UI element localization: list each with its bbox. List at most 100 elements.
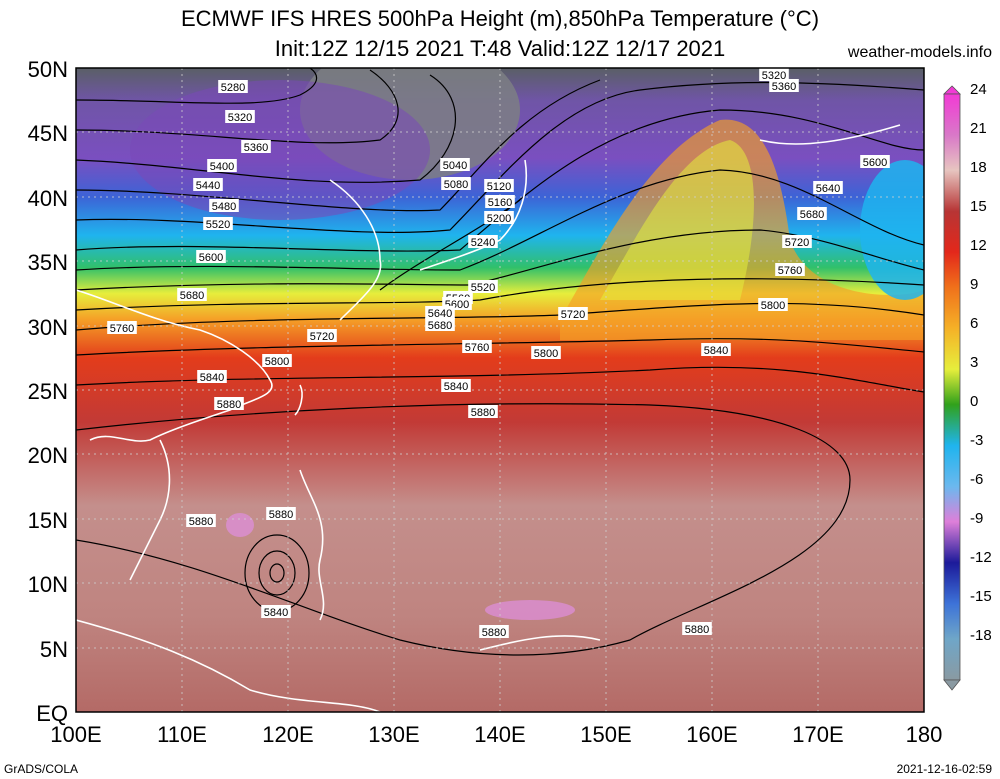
contour-label-bg	[531, 346, 561, 359]
contour-label-bg	[241, 140, 271, 153]
contour-label-bg	[558, 307, 588, 320]
contour-label-bg	[177, 288, 207, 301]
contour-label-bg	[209, 199, 239, 212]
contour-label-bg	[425, 318, 455, 331]
contour-label-bg	[462, 340, 492, 353]
colorbar-label: 0	[970, 393, 979, 410]
contour-label: 5720	[310, 331, 334, 343]
colorbar-label: -9	[970, 510, 984, 527]
lon-label-150e: 150E	[580, 722, 632, 747]
colorbar-label: -15	[970, 588, 992, 605]
contour-label-bg	[193, 178, 223, 191]
software-credit: GrADS/COLA	[4, 762, 79, 776]
contour-label: 5400	[210, 161, 234, 173]
contour-label: 5640	[816, 183, 840, 195]
contour-label: 5880	[482, 627, 506, 639]
lon-label-180: 180	[905, 722, 943, 747]
contour-label-bg	[441, 379, 471, 392]
contour-label: 5760	[778, 265, 802, 277]
contour-label: 5680	[180, 290, 204, 302]
contour-label-bg	[214, 397, 244, 410]
contour-label: 5760	[465, 342, 489, 354]
lon-label-110e: 110E	[157, 722, 207, 747]
contour-label-bg	[197, 370, 227, 383]
colorbar-label: 15	[970, 198, 987, 215]
lat-label-50n: 50N	[27, 57, 68, 82]
contour-label-bg	[484, 211, 514, 224]
contour-label-bg	[307, 329, 337, 342]
colorbar-label: -18	[970, 627, 992, 644]
contour-label: 5880	[471, 407, 495, 419]
contour-label-bg	[682, 622, 712, 635]
contour-label-bg	[218, 80, 248, 93]
contour-label: 5480	[212, 201, 236, 213]
contour-label: 5720	[561, 309, 585, 321]
contour-label: 5840	[264, 607, 288, 619]
lat-label-15n: 15N	[27, 508, 68, 533]
contour-label: 5360	[244, 142, 268, 154]
contour-label-bg	[186, 514, 216, 527]
contour-label-bg	[782, 235, 812, 248]
contour-label-bg	[196, 250, 226, 263]
contour-label-bg	[107, 321, 137, 334]
contour-label-bg	[484, 179, 514, 192]
contour-label-bg	[207, 159, 237, 172]
colorbar-label: 6	[970, 315, 979, 332]
contour-label-bg	[485, 195, 515, 208]
contour-label-bg	[479, 625, 509, 638]
contour-label-bg	[440, 158, 470, 171]
colorbar-label: 9	[970, 276, 979, 293]
contour-label: 5080	[444, 179, 468, 191]
contour-label: 5840	[200, 372, 224, 384]
lon-label-140e: 140E	[474, 722, 526, 747]
map-frame	[75, 67, 925, 713]
lat-label-40n: 40N	[27, 186, 68, 211]
render-timestamp: 2021-12-16-02:59	[896, 762, 992, 776]
colorbar-label: 12	[970, 237, 987, 254]
contour-label-bg	[813, 181, 843, 194]
lat-label-10n: 10N	[27, 572, 68, 597]
lon-label-120e: 120E	[262, 722, 314, 747]
contour-label-bg	[441, 177, 471, 190]
colorbar-label: -3	[970, 432, 984, 449]
contour-label-bg	[860, 155, 890, 168]
contour-label-bg	[425, 306, 455, 319]
lat-label-30n: 30N	[27, 315, 68, 340]
contour-label: 5520	[206, 219, 230, 231]
contour-label-bg	[203, 217, 233, 230]
contour-label: 5240	[471, 237, 495, 249]
contour-label: 5280	[221, 82, 245, 94]
contour-label: 5840	[444, 381, 468, 393]
lat-label-20n: 20N	[27, 443, 68, 468]
colorbar	[943, 85, 961, 691]
contour-label: 5880	[189, 516, 213, 528]
lon-label-170e: 170E	[792, 722, 844, 747]
lat-label-25n: 25N	[27, 379, 68, 404]
contour-label: 5360	[772, 81, 796, 93]
contour-label: 5880	[269, 509, 293, 521]
contour-label: 5160	[488, 197, 512, 209]
contour-label: 5680	[428, 320, 452, 332]
contour-label-bg	[468, 280, 498, 293]
contour-label: 5680	[800, 209, 824, 221]
contour-label-bg	[769, 79, 799, 92]
contour-label-bg	[225, 110, 255, 123]
map-title: ECMWF IFS HRES 500hPa Height (m),850hPa …	[180, 6, 820, 31]
lon-label-100e: 100E	[50, 722, 102, 747]
contour-label: 5800	[265, 356, 289, 368]
contour-label: 5880	[217, 399, 241, 411]
contour-label-bg	[468, 405, 498, 418]
site-credit[interactable]: weather-models.info	[847, 44, 992, 61]
lat-label-35n: 35N	[27, 250, 68, 275]
contour-label: 5880	[685, 624, 709, 636]
lat-label-eq: EQ	[36, 701, 68, 726]
contour-label: 5840	[704, 345, 728, 357]
contour-label: 5040	[443, 160, 467, 172]
contour-label: 5640	[428, 308, 452, 320]
map-subtitle: Init:12Z 12/15 2021 T:48 Valid:12Z 12/17…	[274, 36, 726, 61]
contour-label: 5320	[228, 112, 252, 124]
contour-label-bg	[468, 235, 498, 248]
contour-label-bg	[758, 298, 788, 311]
colorbar-label: 18	[970, 159, 987, 176]
lon-label-160e: 160E	[686, 722, 738, 747]
